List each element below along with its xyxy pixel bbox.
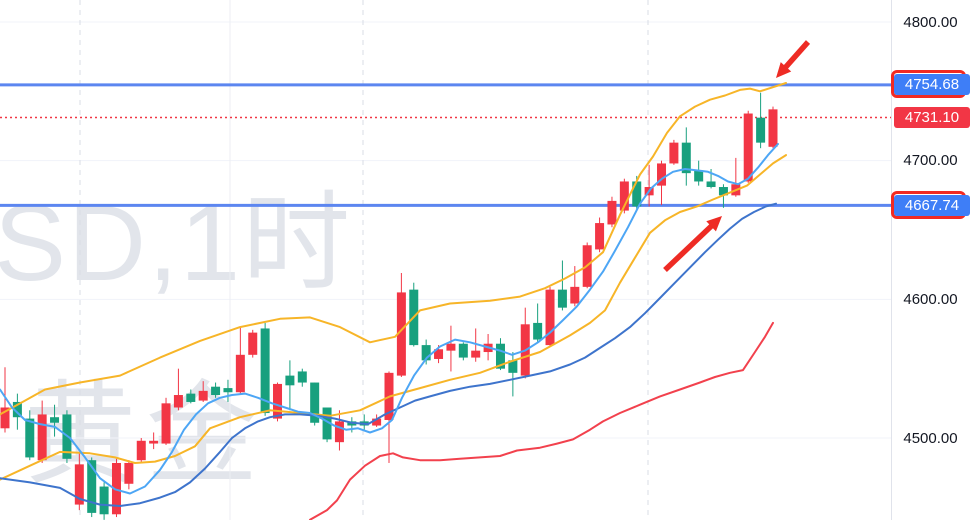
- candle: [533, 303, 543, 343]
- candle: [25, 410, 35, 461]
- lower-band-red[interactable]: [309, 321, 774, 520]
- candle: [694, 160, 704, 186]
- candle: [669, 139, 679, 165]
- candle: [186, 389, 196, 404]
- candle: [396, 272, 406, 377]
- candle: [37, 400, 47, 463]
- candle: [149, 432, 159, 450]
- candle: [657, 160, 667, 206]
- candle: [99, 482, 109, 520]
- candle: [322, 407, 332, 443]
- candle: [508, 352, 518, 397]
- candle: [111, 458, 121, 518]
- candle: [384, 371, 394, 463]
- candle: [595, 217, 605, 253]
- candle: [248, 329, 258, 358]
- arrow-to-resistance[interactable]: [776, 40, 811, 78]
- candles[interactable]: [0, 92, 778, 520]
- arrow-to-support-retest[interactable]: [663, 216, 722, 272]
- candle: [644, 164, 654, 207]
- candle: [50, 404, 60, 437]
- slow-ma-blue[interactable]: [0, 202, 777, 507]
- upper-band-yellow[interactable]: [0, 82, 787, 416]
- candle: [756, 92, 766, 149]
- candle: [285, 360, 295, 411]
- candle: [297, 368, 307, 387]
- candle: [235, 327, 245, 394]
- candle: [471, 328, 481, 362]
- candle: [557, 260, 567, 311]
- candle: [446, 325, 456, 372]
- candle: [743, 110, 753, 183]
- candle: [520, 307, 530, 379]
- candle: [359, 414, 369, 430]
- candle: [681, 127, 691, 186]
- candle: [545, 286, 555, 347]
- candle: [223, 379, 233, 402]
- candle: [458, 342, 468, 361]
- candle: [607, 196, 617, 228]
- candle: [74, 451, 84, 511]
- vertical-gridlines: [79, 0, 649, 520]
- indicator-lines[interactable]: [0, 82, 787, 520]
- trend-arrows[interactable]: [663, 40, 811, 272]
- candle: [372, 414, 382, 427]
- watermark-symbol-text: SD,1时: [0, 182, 353, 303]
- support-resistance-lines[interactable]: [0, 83, 891, 207]
- horizontal-gridlines: [0, 21, 891, 439]
- candle: [310, 382, 320, 426]
- candle: [124, 460, 134, 490]
- candle: [161, 397, 171, 445]
- candle: [0, 367, 10, 433]
- candle: [198, 381, 208, 402]
- candle: [334, 410, 344, 451]
- mid-ma-yellow[interactable]: [0, 154, 787, 481]
- candle: [768, 106, 778, 149]
- fast-ma-blue[interactable]: [0, 143, 779, 495]
- candle: [211, 382, 221, 398]
- candle: [136, 438, 146, 463]
- candle: [421, 339, 431, 365]
- candle: [173, 368, 183, 411]
